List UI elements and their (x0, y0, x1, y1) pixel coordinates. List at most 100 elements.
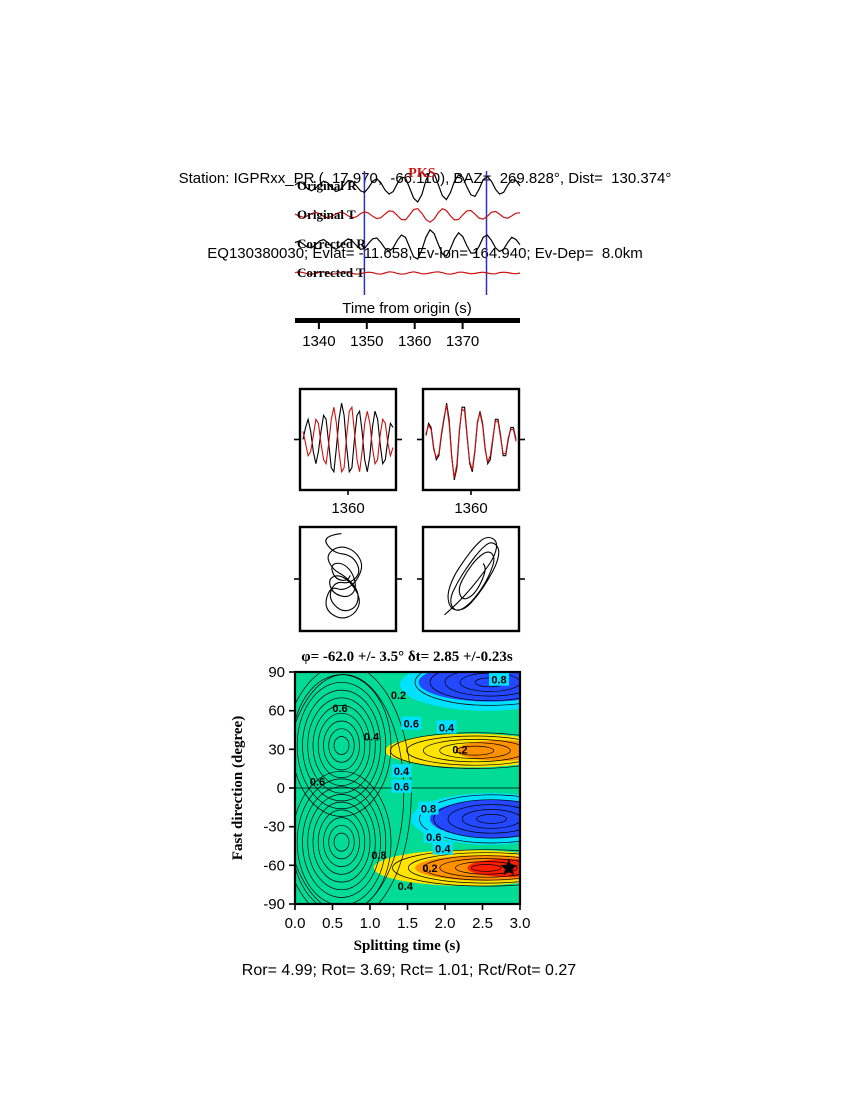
contour-line (323, 817, 360, 867)
contour-label: 0.4 (439, 722, 455, 734)
contour-line (328, 728, 355, 763)
particle-motion-path-original (325, 533, 363, 619)
contour-label: 0.4 (435, 844, 451, 856)
traces-layer: Original R Original T Corrected R Corrected… (294, 166, 521, 295)
contour-line (312, 705, 371, 786)
contour-line (317, 809, 366, 875)
contour-line (444, 672, 520, 697)
contour-line (407, 852, 520, 884)
contour-label-box (423, 830, 444, 843)
contour-label-box (401, 716, 422, 730)
contour-label-box (391, 764, 412, 778)
contour-line (323, 720, 360, 771)
time-axis: 1340 1350 1360 1370 (295, 318, 520, 350)
contour-line (423, 855, 520, 881)
error-surface-panel: φ= -62.0 +/- 3.5° δt= 2.85 +/-0.23s 0.8 0… (230, 649, 531, 954)
contour-line (470, 864, 502, 872)
y-axis-tick-label: 0 (277, 780, 285, 797)
contour-line (439, 858, 520, 878)
x-axis-tick-label: 0.5 (322, 915, 343, 932)
contour-label-box (432, 841, 453, 855)
contour-label: 0.2 (391, 690, 406, 702)
surface-region-blue (430, 799, 520, 839)
time-axis-tick-label: 1360 (398, 333, 431, 350)
y-axis-title: Fast direction (degree) (230, 716, 246, 860)
time-axis-title: Time from origin (s) (342, 300, 471, 317)
trace-label: Original T (297, 207, 356, 222)
contour-line (307, 794, 376, 891)
contour-label: 0.8 (491, 675, 506, 687)
particle-motion-panels (294, 525, 525, 633)
contour-line (392, 849, 520, 887)
contour-line (317, 712, 366, 779)
trace-original-r (294, 170, 521, 203)
contour-line (461, 809, 520, 829)
contour-label: 0.6 (332, 703, 347, 715)
contour-line (307, 697, 376, 794)
comparison-box (298, 387, 398, 492)
x-axis-title: Splitting time (s) (354, 938, 461, 954)
x-axis-tick-label: 0.0 (285, 915, 306, 932)
contour-label: 0.2 (452, 744, 467, 756)
contour-line (312, 801, 371, 883)
x-axis-tick-label: 3.0 (510, 915, 531, 932)
contour-label: 0.2 (422, 863, 437, 875)
comparison-trace (302, 402, 394, 474)
contour-label-box (436, 720, 457, 734)
y-axis-tick-label: -30 (263, 819, 285, 836)
splitting-result-title: φ= -62.0 +/- 3.5° δt= 2.85 +/-0.23s (301, 649, 513, 665)
contour-label: 0.6 (310, 777, 325, 789)
trace-original-t (294, 207, 521, 223)
trace-label: Corrected T (297, 265, 365, 280)
contour-label: 0.8 (371, 850, 386, 862)
error-surface-plot: 0.80.20.60.60.40.40.20.60.40.60.80.60.40… (263, 664, 531, 932)
contour-label-box (489, 672, 509, 686)
contour-line (406, 735, 520, 766)
contour-line (439, 742, 511, 759)
contour-line (302, 786, 381, 898)
y-axis-tick-label: -60 (263, 857, 285, 874)
station-header: Station: IGPRxx_PR ( 17.970, -66.110), B… (0, 116, 850, 316)
contour-line (328, 824, 355, 860)
contour-line (302, 689, 381, 802)
contour-line (389, 732, 520, 769)
comparison-tick-label: 1360 (331, 500, 364, 517)
trace-label: Original R (297, 178, 357, 193)
y-axis-tick-label: 30 (268, 741, 285, 758)
seismogram-panel: Original R Original T Corrected R Corrected… (294, 166, 521, 350)
station-info-line: Station: IGPRxx_PR ( 17.970, -66.110), B… (178, 170, 672, 187)
contour-line (333, 736, 350, 755)
contour-line (455, 745, 495, 756)
time-axis-tick-label: 1370 (446, 333, 479, 350)
comparison-trace (302, 405, 394, 474)
contour-line (433, 799, 520, 839)
contour-label: 0.6 (404, 719, 419, 731)
contour-line (295, 770, 392, 904)
time-axis-tick-label: 1340 (302, 333, 335, 350)
contour-line (476, 814, 507, 824)
comparison-box (421, 387, 521, 492)
x-axis-tick-label: 2.5 (472, 915, 493, 932)
contour-line (295, 674, 405, 904)
comparison-trace (425, 405, 517, 478)
contour-line (333, 832, 350, 852)
trace-corrected-t (294, 271, 521, 275)
contour-line (429, 672, 520, 702)
particle-motion-box (421, 525, 521, 633)
contour-line (296, 778, 387, 904)
comparison-trace (425, 403, 517, 481)
comparison-tick-label: 1360 (454, 500, 487, 517)
contour-line (295, 672, 412, 904)
contour-line (414, 672, 520, 706)
contour-label: 0.4 (364, 731, 380, 743)
contour-label-box (418, 801, 439, 815)
contour-label: 0.4 (394, 766, 410, 778)
contour-line (419, 794, 520, 844)
y-axis-tick-label: 90 (268, 664, 285, 681)
y-axis-tick-label: 60 (268, 703, 285, 720)
time-axis-bar (295, 318, 520, 323)
contour-label: 0.6 (426, 832, 441, 844)
contour-line (447, 804, 520, 834)
